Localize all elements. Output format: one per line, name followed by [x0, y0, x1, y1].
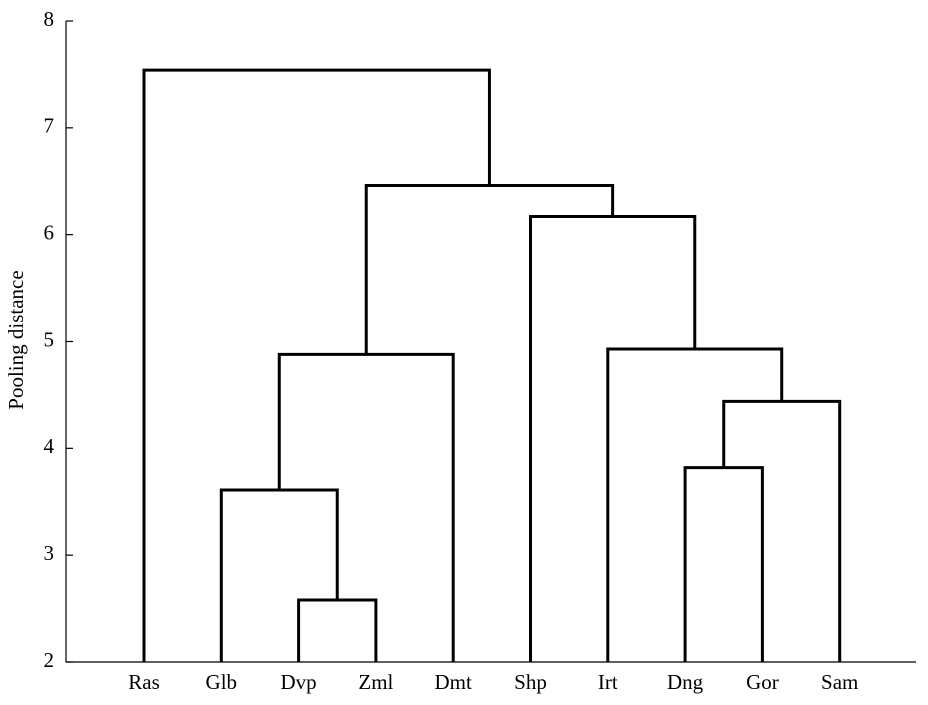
dendrogram-link [219, 488, 339, 662]
dendrogram-link [297, 598, 378, 662]
y-tick-label: 7 [44, 114, 55, 138]
x-tick-label: Zml [358, 670, 393, 694]
y-tick-label: 6 [44, 220, 55, 244]
axis-spine [65, 21, 916, 663]
x-tick-label: Sam [821, 670, 858, 694]
x-tick-label: Gor [746, 670, 779, 694]
dendrogram-link [142, 68, 491, 662]
y-tick-label: 5 [44, 327, 55, 351]
x-tick-label: Dmt [435, 670, 473, 694]
y-tick-label: 2 [44, 648, 55, 672]
x-tick-label: Shp [514, 670, 547, 694]
y-tick-label: 4 [44, 434, 55, 458]
x-tick-label: Glb [206, 670, 238, 694]
dendrogram-link [529, 215, 697, 662]
y-tick-label: 3 [44, 541, 55, 565]
x-tick-label: Dng [667, 670, 704, 694]
dendrogram-link [606, 347, 784, 662]
x-tick-label: Dvp [281, 670, 317, 694]
dendrogram-link [364, 184, 615, 355]
dendrogram-link [683, 466, 764, 662]
dendrogram-link [277, 352, 455, 662]
y-tick-label: 8 [44, 7, 55, 31]
y-axis-label: Pooling distance [4, 270, 28, 409]
dendrogram-link [722, 399, 842, 662]
x-tick-label: Ras [128, 670, 160, 694]
x-tick-label: Irt [598, 670, 618, 694]
